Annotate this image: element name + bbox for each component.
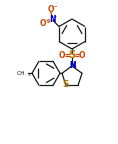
Text: 3: 3 (27, 73, 30, 77)
Text: S: S (63, 80, 69, 89)
Text: O: O (48, 4, 54, 14)
Text: N: N (69, 61, 76, 71)
Text: S: S (68, 50, 76, 60)
Text: O: O (40, 19, 46, 28)
Text: N: N (49, 15, 55, 23)
Text: +: + (53, 14, 57, 18)
Text: N: N (69, 61, 76, 71)
Text: O: O (59, 51, 65, 59)
Text: O: O (79, 51, 85, 59)
Text: −: − (52, 3, 57, 8)
Text: CH: CH (17, 71, 25, 76)
